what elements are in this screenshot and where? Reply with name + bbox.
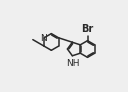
Text: NH: NH	[66, 59, 80, 68]
Text: Br: Br	[81, 24, 94, 34]
Text: N: N	[40, 34, 47, 43]
